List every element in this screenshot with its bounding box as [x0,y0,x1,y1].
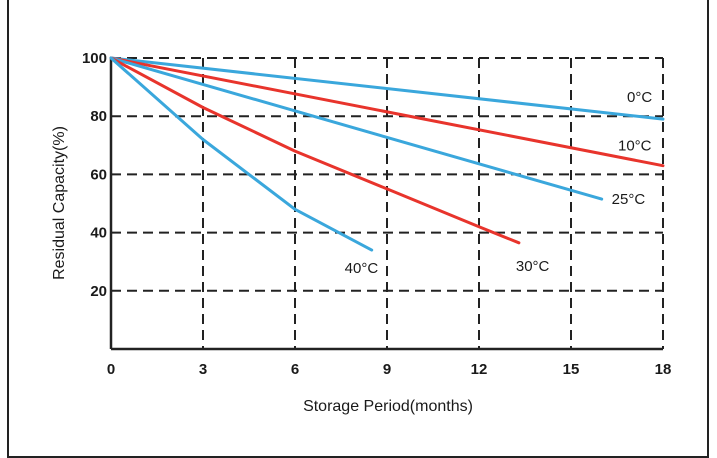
x-tick-label: 3 [199,361,207,378]
series-labels: 0°C 10°C 25°C 30°C 40°C [345,89,653,277]
x-tick-label: 9 [383,361,391,378]
series-line-3 [109,56,521,245]
chart-frame [7,0,709,458]
y-axis-title: Residual Capacity(%) [51,126,68,280]
series-line-2 [109,56,604,201]
y-tick-label: 40 [90,225,107,242]
x-tick-label: 6 [291,361,299,378]
x-axis-title: Storage Period(months) [303,398,473,415]
tick-labels: 0 3 6 9 12 15 18 20 40 60 80 100 [82,50,671,378]
series-line-0 [109,56,665,121]
x-tick-label: 18 [655,361,672,378]
series-line-1 [109,56,665,168]
series-label-3: 30°C [516,258,550,275]
x-tick-label: 0 [107,361,115,378]
y-tick-label: 80 [90,108,107,125]
x-tick-label: 15 [563,361,580,378]
series-lines [109,56,665,252]
series-label-0: 0°C [627,89,652,106]
grid [111,57,664,349]
y-tick-label: 60 [90,166,107,183]
y-tick-label: 20 [90,283,107,300]
series-label-1: 10°C [618,138,652,155]
axes [109,58,663,351]
y-tick-label: 100 [82,50,107,67]
series-label-4: 40°C [345,260,379,277]
x-tick-label: 12 [471,361,488,378]
series-label-2: 25°C [612,191,646,208]
series-line-4 [109,56,374,252]
